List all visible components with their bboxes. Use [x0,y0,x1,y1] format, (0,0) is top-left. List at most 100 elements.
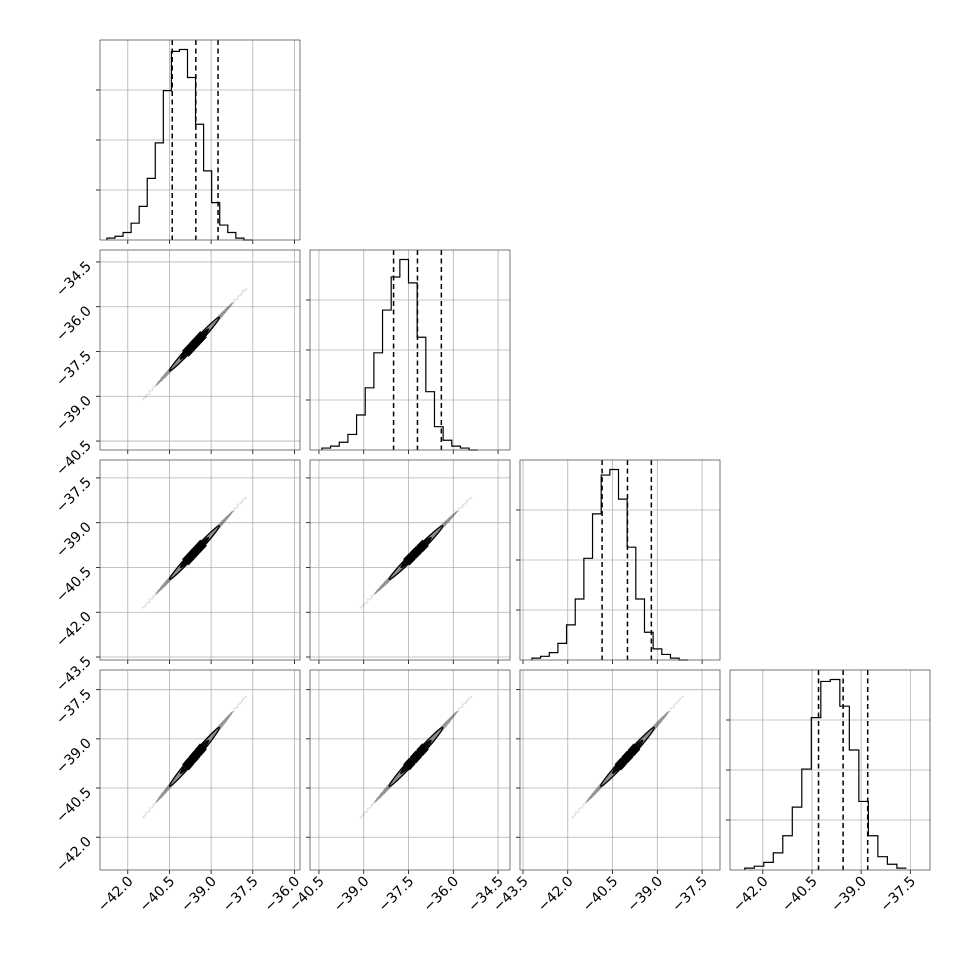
sample-point [571,815,574,819]
sample-point [677,699,680,702]
density-peak [621,750,634,764]
sample-point [232,509,236,513]
sample-point [236,506,239,509]
sample-point [151,388,154,392]
sample-point [152,386,155,389]
sample-point [144,813,147,817]
sample-point [233,507,236,510]
sample-point [669,707,672,710]
sample-point [581,806,584,809]
corner-panels: −40.5−39.0−37.5−36.0−34.5−43.5−42.0−40.5… [53,39,931,916]
sample-point [673,703,676,706]
panel-frame [99,249,301,451]
sample-point [675,701,679,705]
x-tick-label: −39.0 [828,874,870,916]
sample-point [242,697,245,700]
x-tick-label: −42.0 [535,874,577,916]
sample-point [142,606,145,609]
x-tick-label: −42.0 [730,874,772,916]
sample-point [461,703,465,706]
density-band [374,710,458,803]
x-tick-label: −37.5 [878,874,920,916]
sample-point [467,697,470,700]
y-tick-label: −37.5 [53,474,95,516]
y-tick-label: −39.0 [53,519,95,561]
sample-point [363,602,366,605]
sample-point [369,597,372,600]
sample-point [464,701,467,705]
sample-point [144,604,147,607]
sample-point [147,810,151,813]
panel-2-1 [306,459,511,664]
sample-point [458,507,461,510]
panel-1-1 [306,249,511,454]
sample-point [237,503,240,506]
sample-point [145,602,148,605]
sample-point [240,699,244,703]
sample-point [366,598,370,601]
histogram-3 [744,678,907,870]
sample-point [242,289,245,292]
y-tick-label: −39.0 [53,735,95,777]
sample-point [151,805,154,809]
sample-point [233,707,236,710]
x-tick-label: −37.5 [376,874,418,916]
histogram-1 [321,258,478,451]
sample-point [152,803,155,806]
sample-point [239,701,242,705]
y-tick-label: −40.5 [53,438,95,480]
sample-point [369,806,372,809]
sample-point [457,509,460,513]
sample-point [672,706,675,709]
y-tick-label: −43.5 [53,654,95,696]
panel-3-1: −40.5 −39.0 −37.5 −36.0 −34.5 [286,669,511,916]
x-tick-label: −37.5 [220,874,262,916]
x-tick-label: −40.5 [137,874,179,916]
x-tick-label: −39.0 [624,874,666,916]
y-tick-label: −36.0 [53,303,95,345]
x-tick-label: −39.0 [331,874,373,916]
density-peak [627,743,641,757]
y-tick-label: −37.5 [53,686,95,728]
panel-frame [309,669,511,871]
density-peak [194,539,207,553]
sample-point [232,301,236,304]
panel-0-0 [96,39,301,244]
sample-point [148,598,152,601]
sample-point [668,710,671,713]
sample-point [458,707,461,710]
density-peak [182,757,195,771]
sample-point [460,506,464,509]
sample-point [237,295,240,298]
sample-point [359,606,363,609]
y-tick-label: −37.5 [53,348,95,390]
sample-point [466,500,469,503]
panel-1-0: −40.5−39.0−37.5−36.0−34.5 [53,249,301,480]
panel-2-2 [516,459,721,664]
sample-point [370,803,374,806]
x-tick-label: −36.0 [420,874,462,916]
sample-point [144,396,147,399]
y-tick-label: −42.0 [53,609,95,651]
density-peak [409,750,423,764]
density-band [155,302,234,386]
sample-point [145,811,148,814]
sample-point [240,500,244,503]
x-tick-label: −40.5 [779,874,821,916]
panel-frame [99,669,301,871]
sample-point [361,814,365,817]
y-tick-label: −34.5 [53,258,95,300]
sample-point [582,803,585,806]
density-band [155,510,234,595]
panel-frame [309,249,511,451]
density-peak [416,743,429,757]
sample-point [142,815,145,819]
panel-3-2: −43.5 −42.0 −40.5 −39.0 −37.5 [490,669,721,916]
panel-2-0: −43.5−42.0−40.5−39.0−37.5 [53,459,301,696]
sample-point [236,703,240,706]
sample-point [365,601,369,604]
y-tick-label: −40.5 [53,785,95,827]
sample-point [679,697,682,700]
sample-point [363,811,366,814]
x-tick-label: −37.5 [669,874,711,916]
